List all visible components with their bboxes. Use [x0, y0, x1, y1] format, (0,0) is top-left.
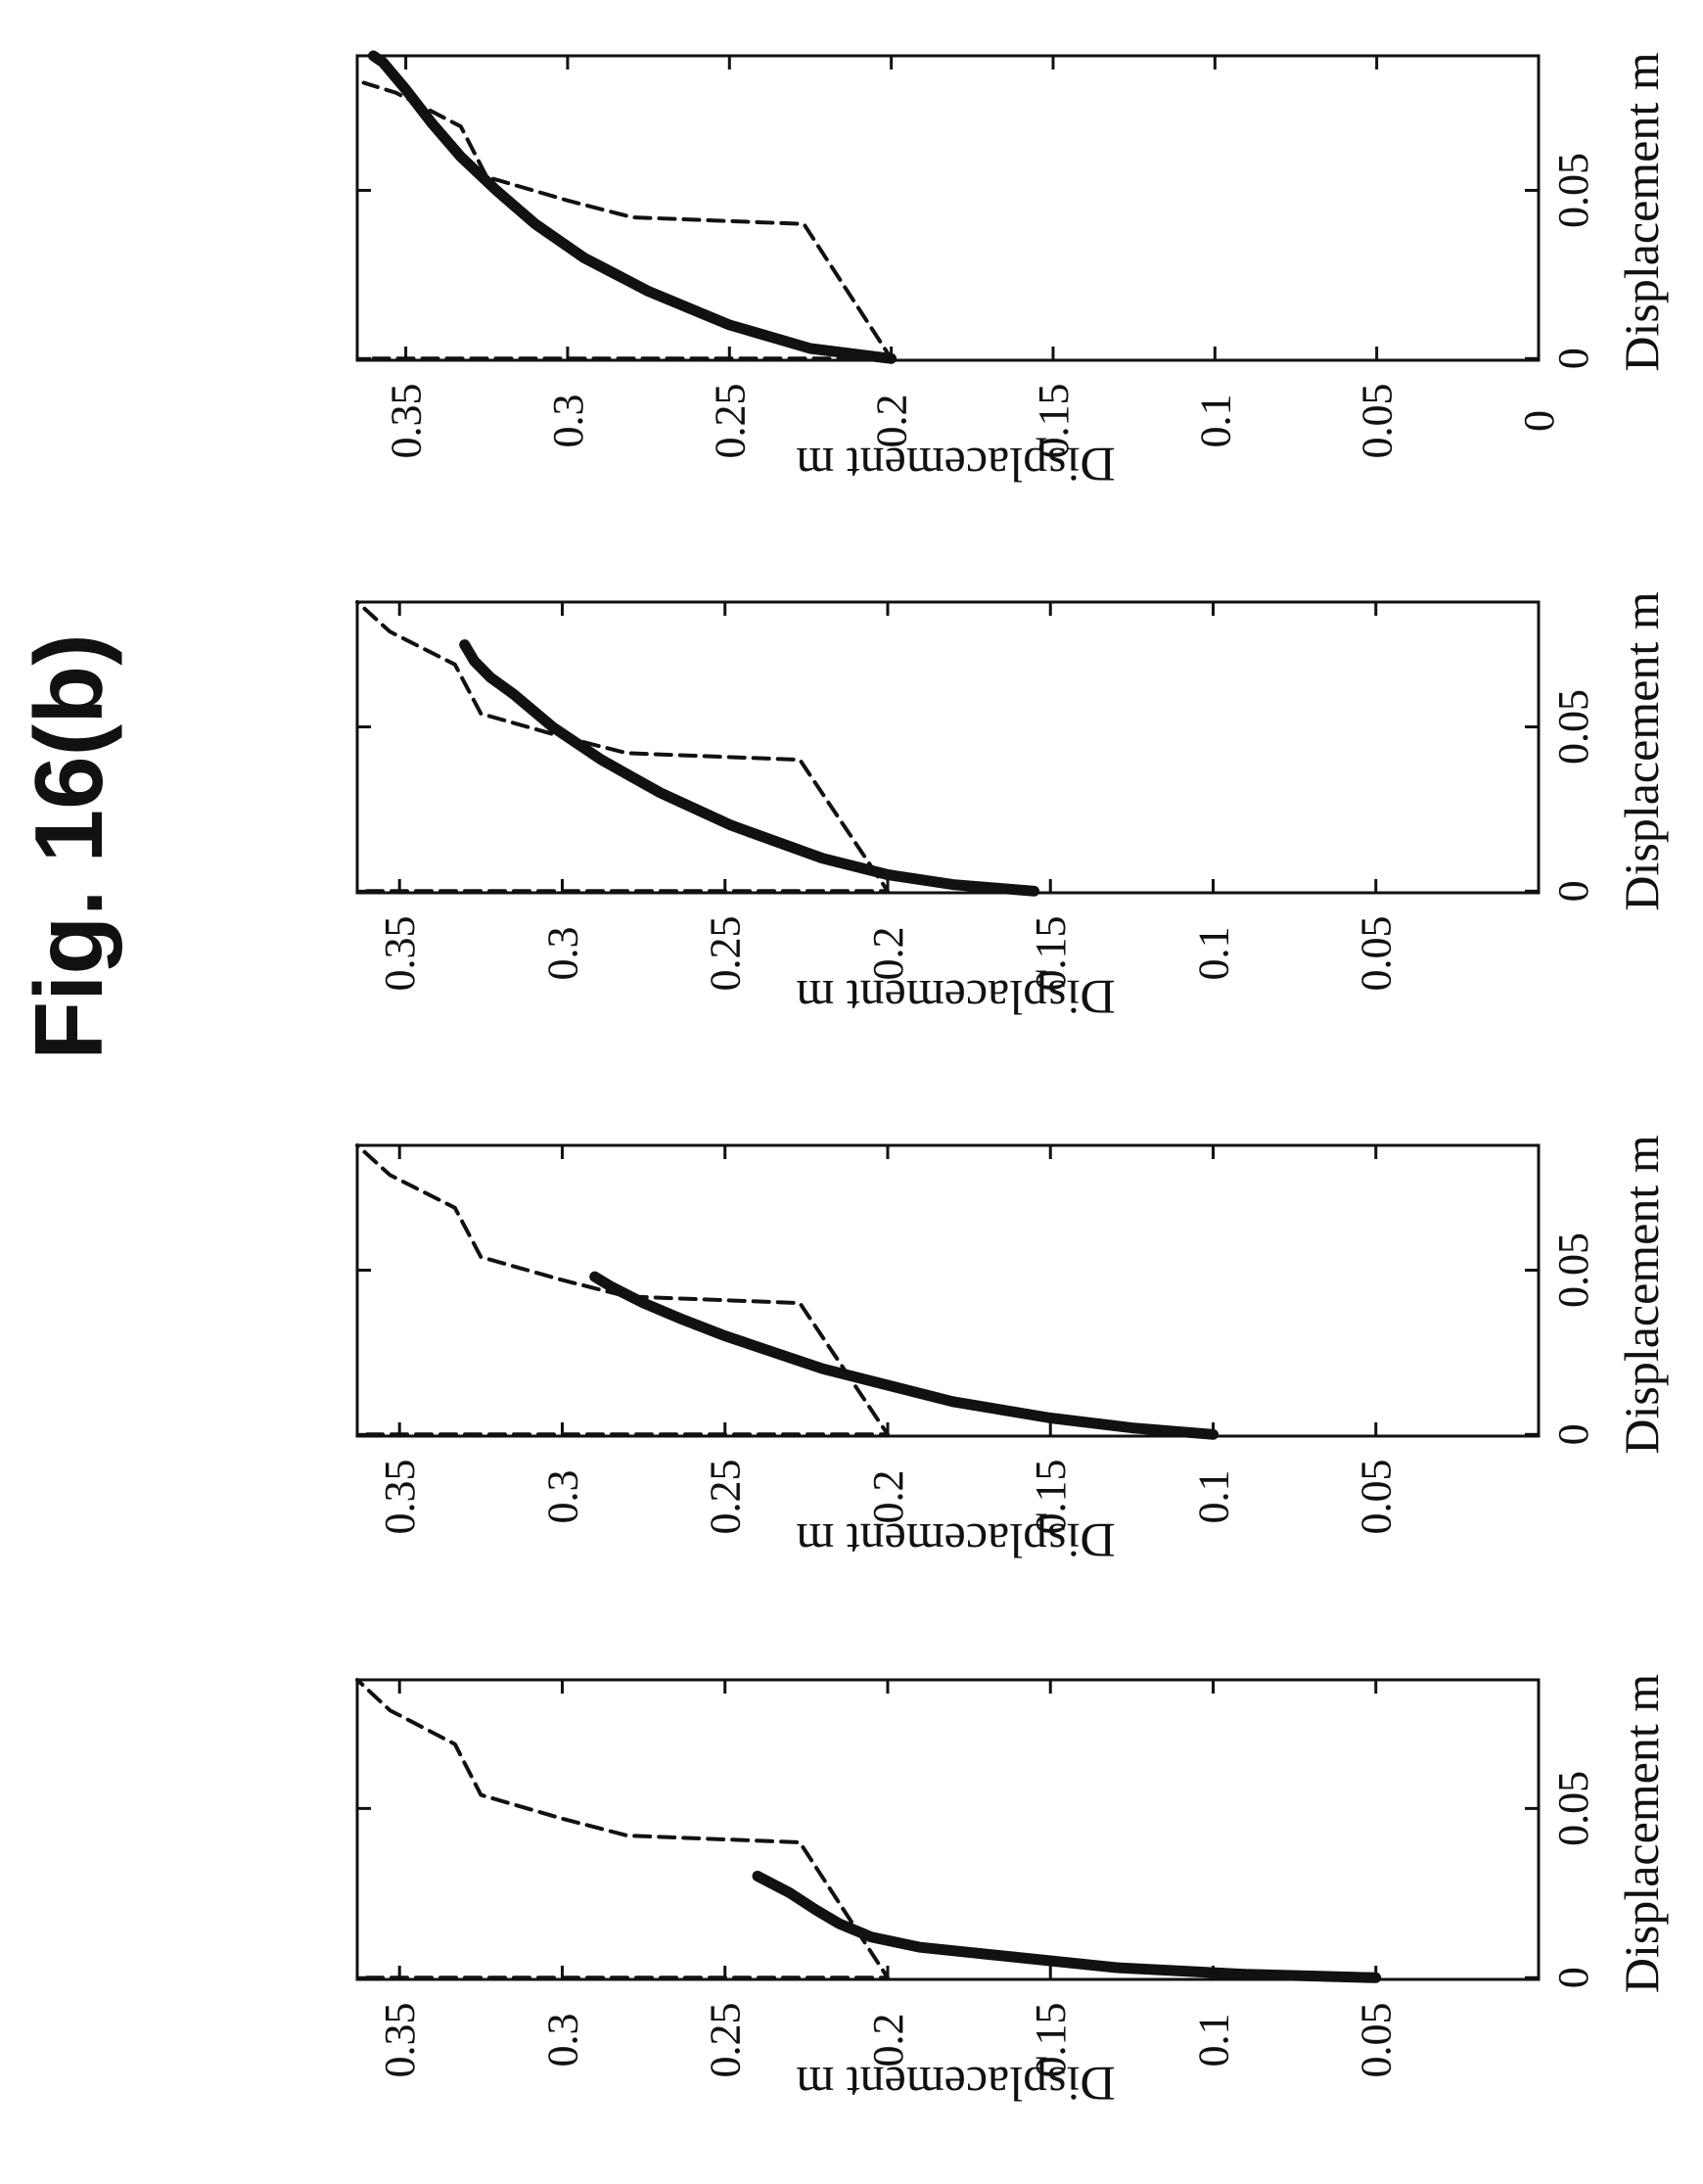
y-tick-label: 0.3 — [544, 395, 592, 448]
y-tick-label: 0.15 — [1027, 1460, 1075, 1535]
y-tick-label: 0.05 — [1353, 2003, 1401, 2078]
series-dashed-line — [355, 600, 890, 894]
y-tick-label: 0.15 — [1027, 916, 1075, 992]
y-tick-label: 0.3 — [538, 927, 586, 981]
plot-frame — [355, 54, 1541, 362]
y-tick-label: 0.15 — [1027, 2003, 1075, 2078]
y-tick-label: 0.25 — [702, 916, 750, 992]
y-axis-label: Displacement m — [796, 970, 1115, 1025]
y-tick-label: 0.1 — [1189, 1470, 1237, 1524]
y-tick-label: 0.35 — [383, 384, 431, 459]
chart-panel-1: 0.35 0.3 0.25 0.2 0.15 0.1 0.05 0 0.05 Displaceme… — [355, 1674, 1669, 2112]
y-tick-label: 0.2 — [864, 2014, 912, 2068]
plot-frame — [355, 1678, 1541, 1981]
y-tick-label: 0.3 — [538, 1470, 586, 1524]
x-tick-label: 0.05 — [1549, 1771, 1597, 1846]
y-tick-label: 0 — [1515, 410, 1563, 432]
x-tick-label: 0 — [1549, 1423, 1597, 1445]
series-solid-line — [752, 1871, 1382, 1983]
figure-title: Fig. 16(b) — [15, 633, 122, 1060]
y-tick-label: 0.35 — [376, 2003, 424, 2078]
y-tick-label: 0.05 — [1354, 384, 1402, 459]
y-tick-label: 0.1 — [1189, 2014, 1237, 2068]
y-tick-label: 0.15 — [1030, 384, 1078, 459]
chart-panels: 0.35 0.3 0.25 0.2 0.15 0.1 0.05 0 0.05 Displaceme… — [355, 50, 1669, 2112]
y-axis-label: Displacement m — [796, 438, 1115, 492]
x-tick-label: 0 — [1549, 1967, 1597, 1988]
series-dashed-line — [361, 80, 894, 361]
y-axis-label: Displacement m — [796, 1513, 1115, 1568]
x-tick-label: 0.05 — [1549, 689, 1597, 765]
y-tick-label: 0.25 — [702, 1460, 750, 1535]
series-solid-line — [368, 50, 898, 364]
y-tick-label: 0.3 — [538, 2014, 586, 2068]
series-solid-line — [459, 639, 1040, 897]
y-tick-label: 0.1 — [1189, 927, 1237, 981]
series-dashed-line — [355, 1143, 890, 1437]
y-tick-label: 0.2 — [868, 395, 916, 448]
y-tick-label: 0.35 — [376, 916, 424, 992]
y-tick-label: 0.2 — [864, 1470, 912, 1524]
series-dashed-line — [355, 1678, 890, 1980]
y-tick-label: 0.2 — [864, 927, 912, 981]
chart-panel-2: 0.35 0.3 0.25 0.2 0.15 0.1 0.05 0 0.05 Displaceme… — [355, 1135, 1669, 1568]
x-tick-label: 0 — [1549, 880, 1597, 902]
y-tick-label: 0.25 — [702, 2003, 750, 2078]
plot-frame — [355, 1143, 1541, 1438]
x-axis-label: Displacement m — [1614, 52, 1669, 371]
x-tick-label: 0 — [1549, 348, 1597, 369]
y-tick-label: 0.05 — [1353, 916, 1401, 992]
y-tick-label: 0.05 — [1353, 1460, 1401, 1535]
x-axis-label: Displacement m — [1614, 1674, 1669, 1993]
chart-panel-3: 0.35 0.3 0.25 0.2 0.15 0.1 0.05 0 0.05 Displaceme… — [355, 591, 1669, 1025]
plot-frame — [355, 600, 1541, 895]
x-tick-label: 0.05 — [1549, 153, 1597, 228]
x-axis-label: Displacement m — [1614, 1135, 1669, 1454]
y-axis-label: Displacement m — [796, 2057, 1115, 2112]
y-tick-label: 0.1 — [1191, 395, 1239, 448]
chart-panel-4: 0.35 0.3 0.25 0.2 0.15 0.1 0.05 0 0 0.05 Displacem… — [355, 50, 1669, 492]
y-tick-label: 0.25 — [706, 384, 754, 459]
x-axis-label: Displacement m — [1614, 591, 1669, 910]
y-tick-label: 0.35 — [376, 1460, 424, 1535]
series-solid-line — [589, 1271, 1219, 1440]
x-tick-label: 0.05 — [1549, 1232, 1597, 1308]
